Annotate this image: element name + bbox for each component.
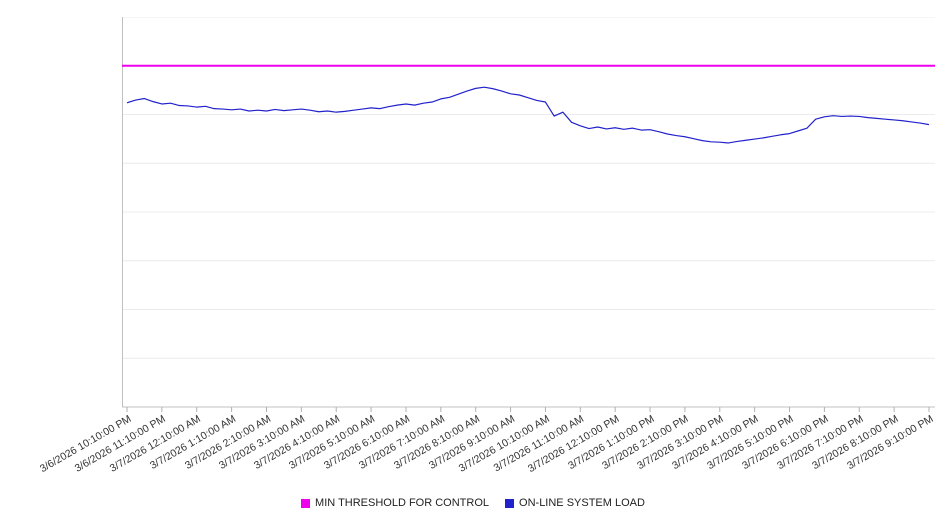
chart-legend: MIN THRESHOLD FOR CONTROL ON-LINE SYSTEM…: [0, 497, 946, 509]
legend-item-load: ON-LINE SYSTEM LOAD: [505, 497, 645, 509]
x-axis-tick-label: 3/7/2026 7:10:00 PM: [774, 413, 866, 473]
x-axis-tick-label: 3/7/2026 8:10:00 PM: [809, 413, 901, 473]
x-axis-tick-label: 3/7/2026 3:10:00 PM: [635, 413, 726, 473]
x-axis-tick-label: 3/7/2026 9:10:00 PM: [844, 413, 935, 473]
x-axis-tick-label: 3/7/2026 5:10:00 PM: [705, 413, 796, 473]
x-axis-tick-label: 3/7/2026 10:10:00 AM: [456, 413, 552, 475]
legend-item-threshold: MIN THRESHOLD FOR CONTROL: [301, 497, 489, 509]
x-axis-tick-label: 3/6/2026 11:10:00 PM: [73, 413, 168, 475]
legend-label-threshold: MIN THRESHOLD FOR CONTROL: [315, 497, 490, 509]
x-axis-tick-label: 3/7/2026 6:10:00 PM: [739, 413, 831, 473]
x-axis-tick-label: 3/7/2026 1:10:00 AM: [147, 413, 238, 472]
x-axis-tick-label: 3/7/2026 12:10:00 AM: [107, 413, 203, 475]
load-line: [126, 86, 930, 144]
x-axis-tick-label: 3/7/2026 8:10:00 AM: [391, 413, 482, 472]
x-axis-tick-label: 3/7/2026 12:10:00 PM: [525, 413, 622, 476]
x-axis-tick-label: 3/7/2026 11:10:00 AM: [491, 413, 587, 475]
x-axis-tick-label: 3/7/2026 5:10:00 AM: [287, 413, 378, 472]
x-axis-tick-label: 3/7/2026 6:10:00 AM: [322, 413, 412, 472]
legend-swatch: [301, 498, 311, 508]
legend-label-load: ON-LINE SYSTEM LOAD: [519, 497, 645, 509]
x-axis-tick-label: 3/6/2026 10:10:00 PM: [37, 413, 133, 476]
x-axis-tick-label: 3/7/2026 2:10:00 PM: [600, 413, 691, 473]
x-axis-tick-label: 3/7/2026 3:10:00 AM: [217, 413, 308, 472]
x-axis-tick-label: 3/7/2026 2:10:00 AM: [182, 413, 273, 472]
x-axis-tick-label: 3/7/2026 4:10:00 PM: [670, 413, 761, 473]
x-axis-tick-label: 3/7/2026 9:10:00 AM: [426, 413, 517, 472]
x-axis-tick-label: 3/7/2026 4:10:00 AM: [252, 413, 343, 472]
chart-canvas: [122, 17, 935, 412]
legend-swatch: [505, 498, 515, 508]
x-axis-tick-label: 3/7/2026 7:10:00 AM: [356, 413, 447, 472]
x-axis-tick-label: 3/7/2026 1:10:00 PM: [565, 413, 657, 473]
